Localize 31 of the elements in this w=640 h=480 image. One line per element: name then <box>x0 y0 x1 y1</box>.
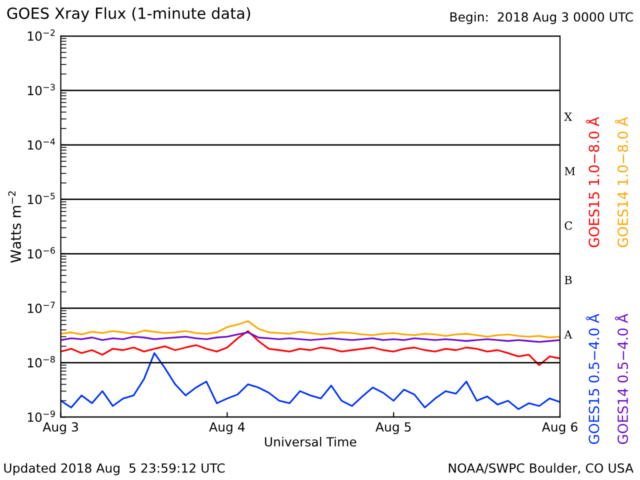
text: Updated 2018 Aug 5 23:59:12 UTC <box>4 463 225 476</box>
text: M <box>564 167 575 176</box>
text: B <box>564 276 572 284</box>
y-tick-label: 10$^{−8}$ <box>28 356 55 368</box>
y-tick-label: 10$^{−3}$ <box>28 84 55 96</box>
text: X <box>564 112 572 121</box>
y-tick-label: 10$^{−7}$ <box>28 302 55 314</box>
text: GOES15 0.5−4.0 Å <box>586 314 600 444</box>
y-tick-label: 10$^{−6}$ <box>28 247 55 259</box>
x-axis-title: Universal Time <box>265 436 356 447</box>
y-tick-label: 10$^{−4}$ <box>28 138 55 150</box>
y-axis-title: Watts m$^{−2}$ <box>8 191 21 263</box>
text: GOES15 1.0−8.0 Å <box>586 116 600 248</box>
text: NOAA/SWPC Boulder, CO USA <box>448 463 634 474</box>
chart-subtitle: Begin: 2018 Aug 3 0000 UTC <box>450 12 633 24</box>
x-tick-label: Aug 4 <box>209 422 245 434</box>
text: C <box>564 221 572 230</box>
text: A <box>564 330 572 339</box>
y-tick-label: 10$^{−9}$ <box>28 410 55 422</box>
line-series <box>60 352 560 410</box>
line-series <box>60 320 560 338</box>
text: GOES14 0.5−4.0 Å <box>614 314 628 444</box>
y-tick-label: 10$^{−2}$ <box>28 29 55 41</box>
line-series <box>60 330 560 366</box>
text: GOES14 1.0−8.0 Å <box>614 116 628 248</box>
line-series <box>60 332 560 343</box>
y-tick-label: 10$^{−5}$ <box>28 192 55 204</box>
x-tick-label: Aug 3 <box>42 422 78 434</box>
chart-title: GOES Xray Flux (1-minute data) <box>7 7 250 22</box>
x-tick-label: Aug 5 <box>376 422 411 434</box>
x-tick-label: Aug 6 <box>542 422 578 434</box>
